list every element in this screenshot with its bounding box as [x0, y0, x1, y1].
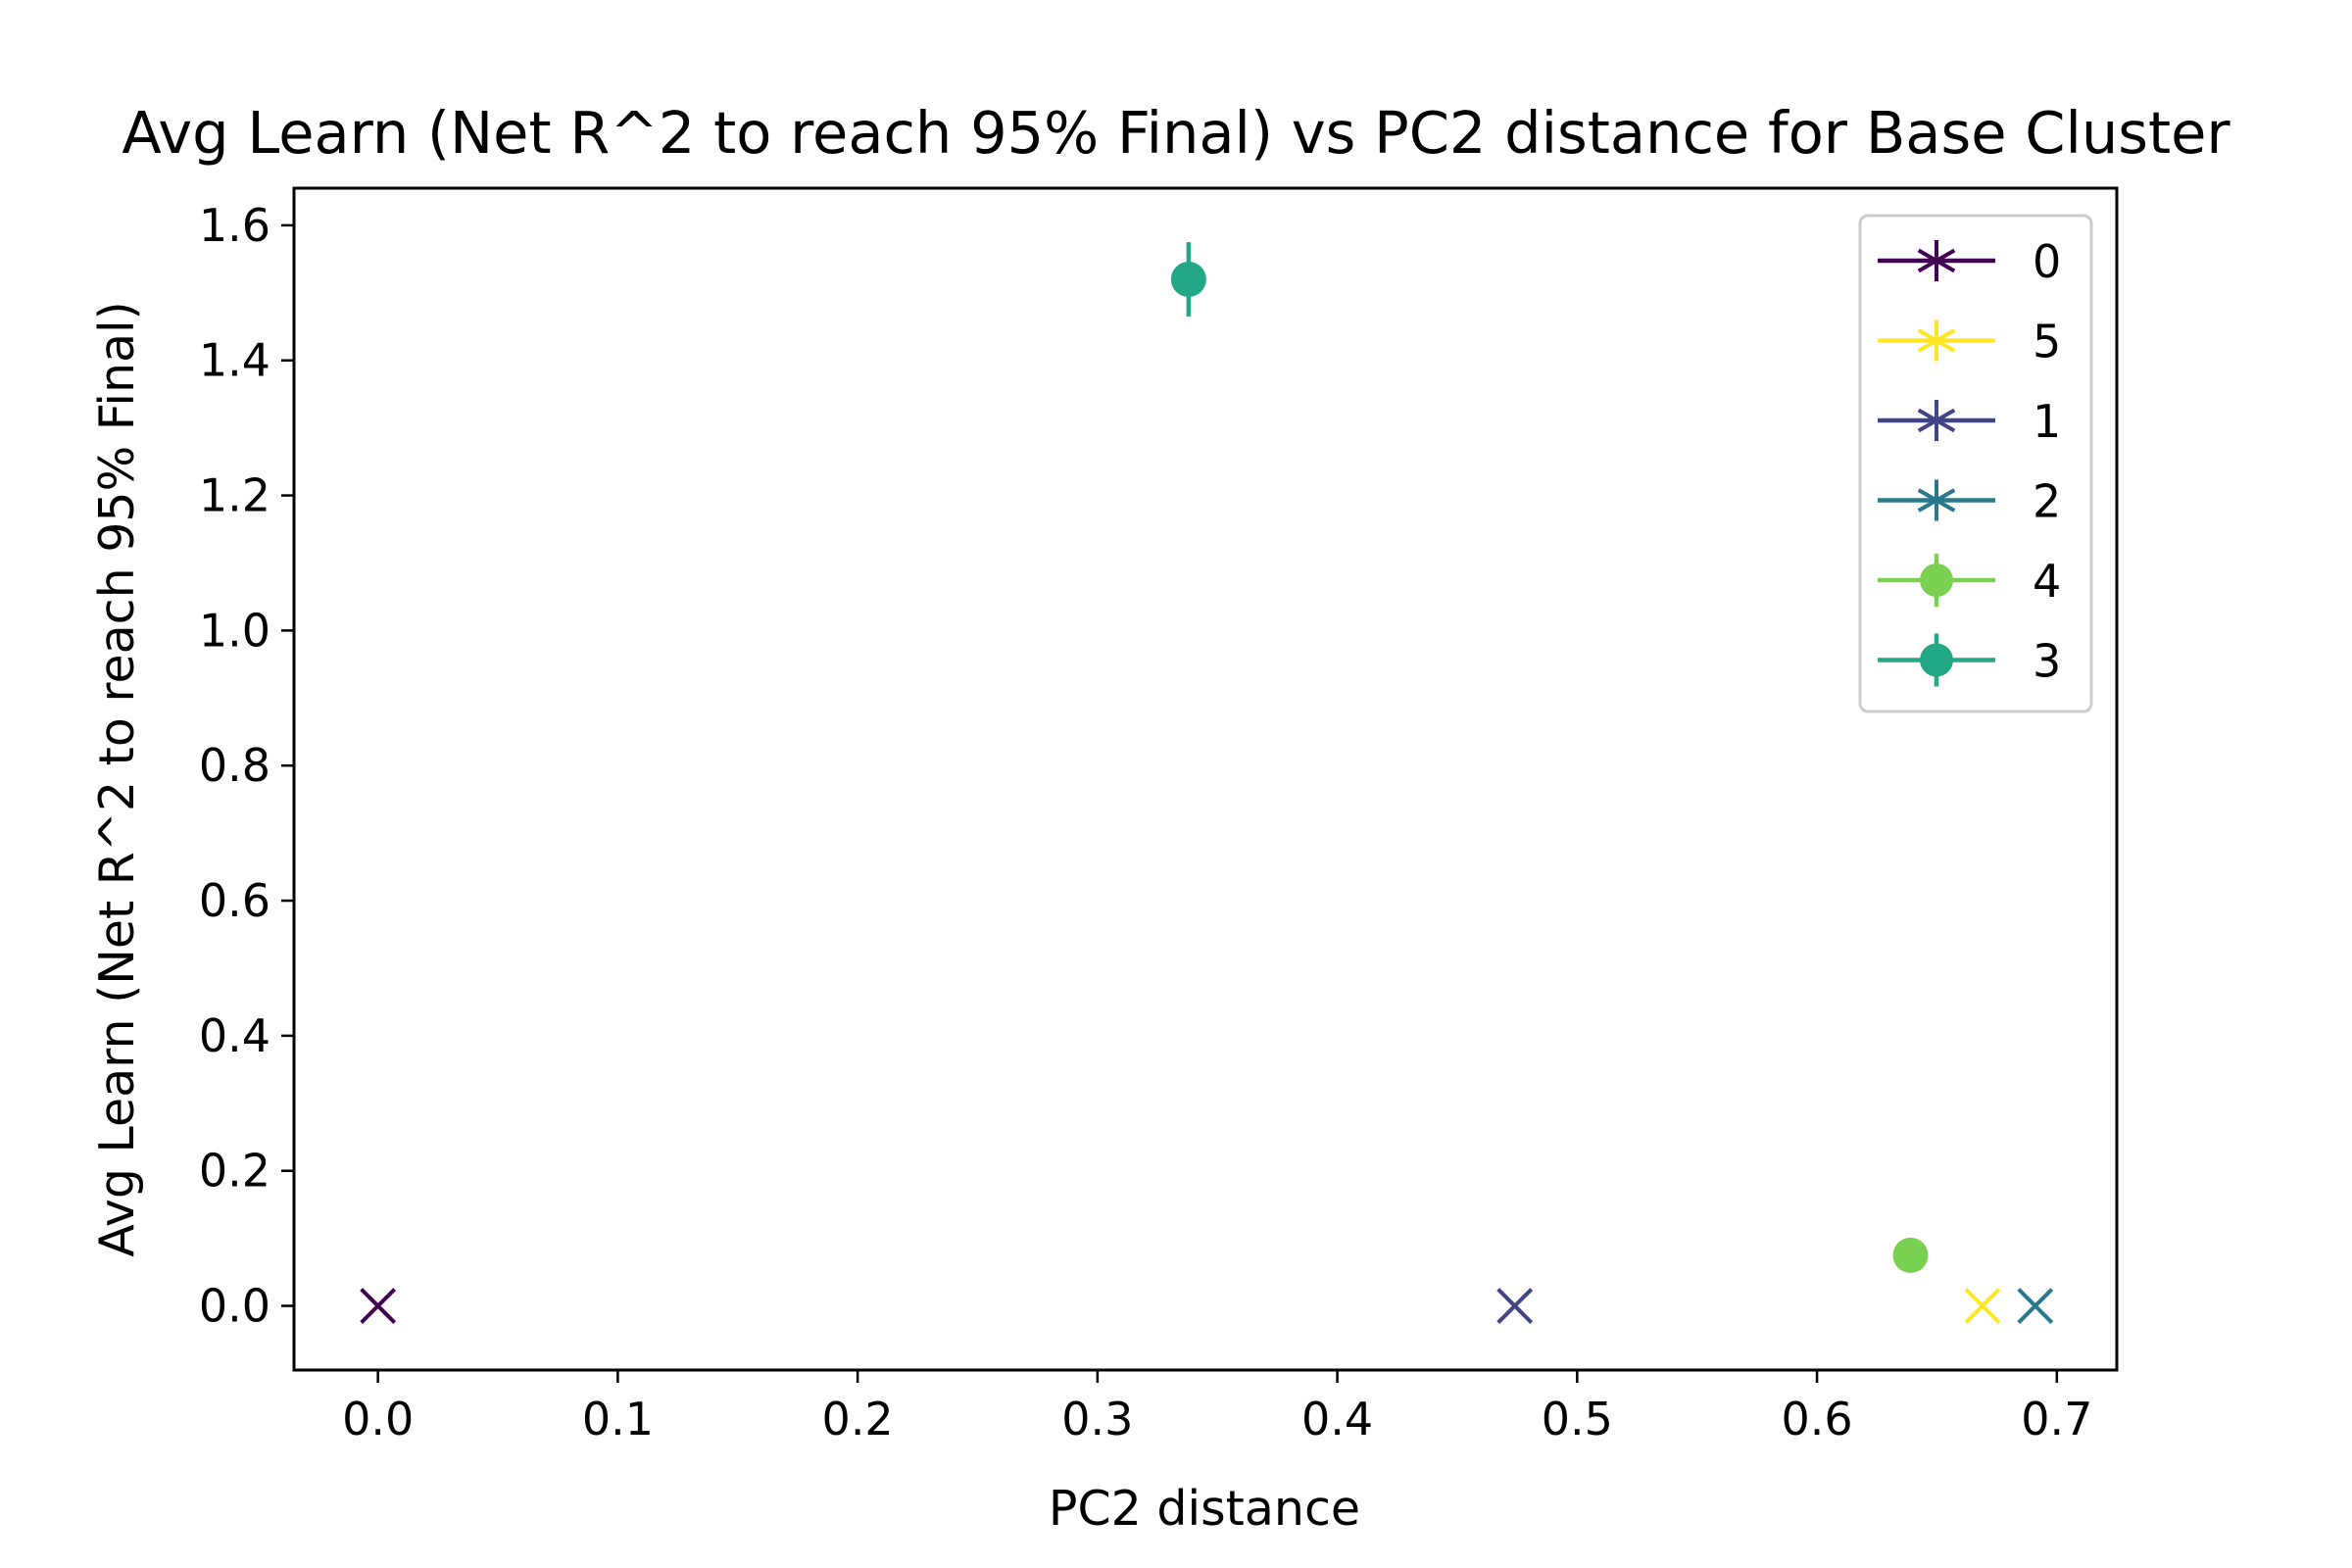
y-tick-label: 0.0 — [199, 1280, 270, 1333]
x-tick-label: 0.2 — [822, 1393, 894, 1446]
data-point-series-3 — [1170, 262, 1206, 298]
legend-label: 2 — [2033, 475, 2061, 528]
legend-marker-star — [1917, 400, 1956, 441]
chart-title: Avg Learn (Net R^2 to reach 95% Final) v… — [122, 99, 2230, 167]
legend-marker-dot — [1920, 564, 1953, 597]
x-tick-label: 0.4 — [1301, 1393, 1373, 1446]
y-tick-label: 1.6 — [199, 199, 270, 252]
y-tick-label: 1.4 — [199, 334, 270, 387]
data-point-series-1-stroke — [1496, 1288, 1534, 1324]
legend-marker-star-stroke — [1917, 488, 1956, 513]
legend-marker-star — [1917, 479, 1956, 521]
x-tick-label: 0.3 — [1061, 1393, 1133, 1446]
data-point-series-4 — [1892, 1237, 1929, 1273]
legend-label: 4 — [2033, 555, 2061, 608]
legend-marker-dot — [1920, 643, 1953, 677]
y-tick-label: 0.8 — [199, 739, 270, 792]
plot-area: 0.0 0.1 0.2 0.3 0.4 0.5 0.6 0.7 0.0 0.2 0.4 0.6 0.8 1… — [199, 186, 2119, 1446]
x-tick-label: 0.0 — [342, 1393, 414, 1446]
data-point-series-5-stroke — [1964, 1288, 2001, 1324]
legend-marker-star-stroke — [1917, 328, 1956, 353]
axes-frame — [292, 186, 2119, 1372]
data-point-series-0-stroke — [360, 1288, 397, 1324]
y-tick-label: 0.4 — [199, 1009, 270, 1062]
x-tick-label: 0.7 — [2021, 1393, 2092, 1446]
legend-item-2: 2 — [1878, 475, 2061, 528]
legend-item-4: 4 — [1878, 554, 2061, 608]
x-tick-label: 0.6 — [1782, 1393, 1853, 1446]
legend-label: 3 — [2033, 635, 2061, 688]
y-axis-label: Avg Learn (Net R^2 to reach 95% Final) — [89, 301, 145, 1257]
x-tick-label: 0.5 — [1542, 1393, 1613, 1446]
y-tick-label: 0.6 — [199, 874, 270, 927]
legend-marker-star — [1917, 240, 1956, 281]
legend-label: 5 — [2033, 316, 2061, 368]
legend-item-0: 0 — [1878, 235, 2061, 288]
legend-label: 0 — [2033, 235, 2061, 288]
legend-marker-star — [1917, 319, 1956, 362]
legend-item-5: 5 — [1878, 316, 2061, 368]
legend-marker-star-stroke — [1917, 408, 1956, 433]
legend-label: 1 — [2033, 395, 2061, 448]
legend: 0 5 1 2 4 3 — [1858, 214, 2093, 713]
x-axis-label: PC2 distance — [1049, 1481, 1360, 1537]
data-point-series-1 — [1496, 1288, 1534, 1324]
legend-marker-star-stroke — [1917, 248, 1956, 273]
data-point-series-2 — [2017, 1288, 2054, 1324]
y-tick-label: 1.2 — [199, 469, 270, 522]
data-point-series-5 — [1964, 1288, 2001, 1324]
legend-item-1: 1 — [1878, 395, 2061, 448]
legend-item-3: 3 — [1878, 633, 2061, 688]
x-tick-label: 0.1 — [582, 1393, 654, 1446]
data-point-series-0 — [360, 1288, 397, 1324]
y-tick-label: 1.0 — [199, 604, 270, 657]
y-tick-label: 0.2 — [199, 1145, 270, 1198]
data-point-series-2-stroke — [2017, 1288, 2054, 1324]
